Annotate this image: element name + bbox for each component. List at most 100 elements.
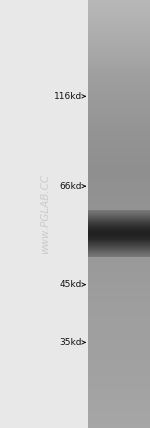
Bar [88, 200, 150, 201]
Bar [88, 117, 150, 119]
Bar [88, 385, 150, 386]
Bar [88, 44, 150, 46]
Bar [88, 331, 150, 333]
Bar [88, 360, 150, 361]
Bar [88, 67, 150, 68]
Bar [88, 309, 150, 311]
Bar [88, 395, 150, 397]
Bar [88, 10, 150, 12]
Bar [88, 46, 150, 47]
Bar [88, 128, 150, 130]
Bar [88, 108, 150, 110]
Bar [88, 220, 150, 221]
Bar [88, 388, 150, 389]
Bar [88, 365, 150, 367]
Bar [88, 275, 150, 277]
Bar [88, 29, 150, 30]
Bar [88, 104, 150, 106]
Bar [88, 232, 150, 234]
Bar [88, 244, 150, 245]
Bar [88, 415, 150, 416]
Bar [88, 213, 150, 214]
Bar [88, 83, 150, 84]
Bar [88, 56, 150, 57]
Bar [88, 110, 150, 111]
Bar [88, 137, 150, 138]
Bar [88, 260, 150, 261]
Bar [88, 257, 150, 258]
Bar [88, 237, 150, 238]
Bar [88, 90, 150, 91]
Bar [88, 268, 150, 270]
Bar [88, 158, 150, 160]
Bar [88, 120, 150, 121]
Bar [88, 265, 150, 267]
Bar [88, 328, 150, 330]
Bar [88, 398, 150, 399]
Bar [88, 60, 150, 61]
Bar [88, 410, 150, 411]
Bar [88, 314, 150, 315]
Bar [88, 80, 150, 81]
Bar [88, 352, 150, 354]
Bar [88, 301, 150, 303]
Bar [88, 344, 150, 345]
Bar [88, 377, 150, 378]
Bar [88, 271, 150, 273]
Text: 35kd: 35kd [59, 338, 85, 347]
Bar [88, 399, 150, 401]
Bar [88, 251, 150, 253]
Bar [88, 47, 150, 48]
Bar [88, 357, 150, 358]
Bar [88, 327, 150, 328]
Bar [88, 146, 150, 147]
Bar [88, 130, 150, 131]
Bar [88, 140, 150, 141]
Bar [88, 347, 150, 348]
Bar [88, 119, 150, 120]
Bar [88, 149, 150, 150]
Bar [88, 167, 150, 168]
Bar [88, 161, 150, 163]
Bar [88, 133, 150, 134]
Bar [88, 64, 150, 65]
Bar [88, 134, 150, 136]
Bar [88, 281, 150, 282]
Bar [88, 414, 150, 415]
Bar [88, 197, 150, 198]
Bar [88, 68, 150, 70]
Bar [88, 17, 150, 18]
Bar [88, 103, 150, 104]
Bar [88, 4, 150, 6]
Bar [88, 174, 150, 175]
Bar [88, 183, 150, 184]
Bar [88, 21, 150, 23]
Bar [88, 238, 150, 240]
Bar [88, 348, 150, 350]
Bar [88, 98, 150, 100]
Bar [88, 345, 150, 347]
Bar [88, 116, 150, 117]
Text: 116kd: 116kd [54, 92, 85, 101]
Bar [88, 54, 150, 56]
Bar [88, 171, 150, 172]
Bar [88, 40, 150, 42]
Bar [88, 210, 150, 211]
Bar [88, 285, 150, 287]
Bar [88, 30, 150, 31]
Bar [88, 397, 150, 398]
Bar [88, 318, 150, 320]
Bar [88, 228, 150, 230]
Bar [88, 307, 150, 308]
Bar [88, 250, 150, 251]
Bar [88, 223, 150, 224]
Bar [88, 151, 150, 153]
Bar [88, 178, 150, 180]
Bar [88, 74, 150, 76]
Bar [88, 288, 150, 290]
Bar [88, 391, 150, 392]
Bar [88, 315, 150, 317]
Bar [88, 322, 150, 324]
Bar [88, 111, 150, 113]
Bar [88, 408, 150, 410]
